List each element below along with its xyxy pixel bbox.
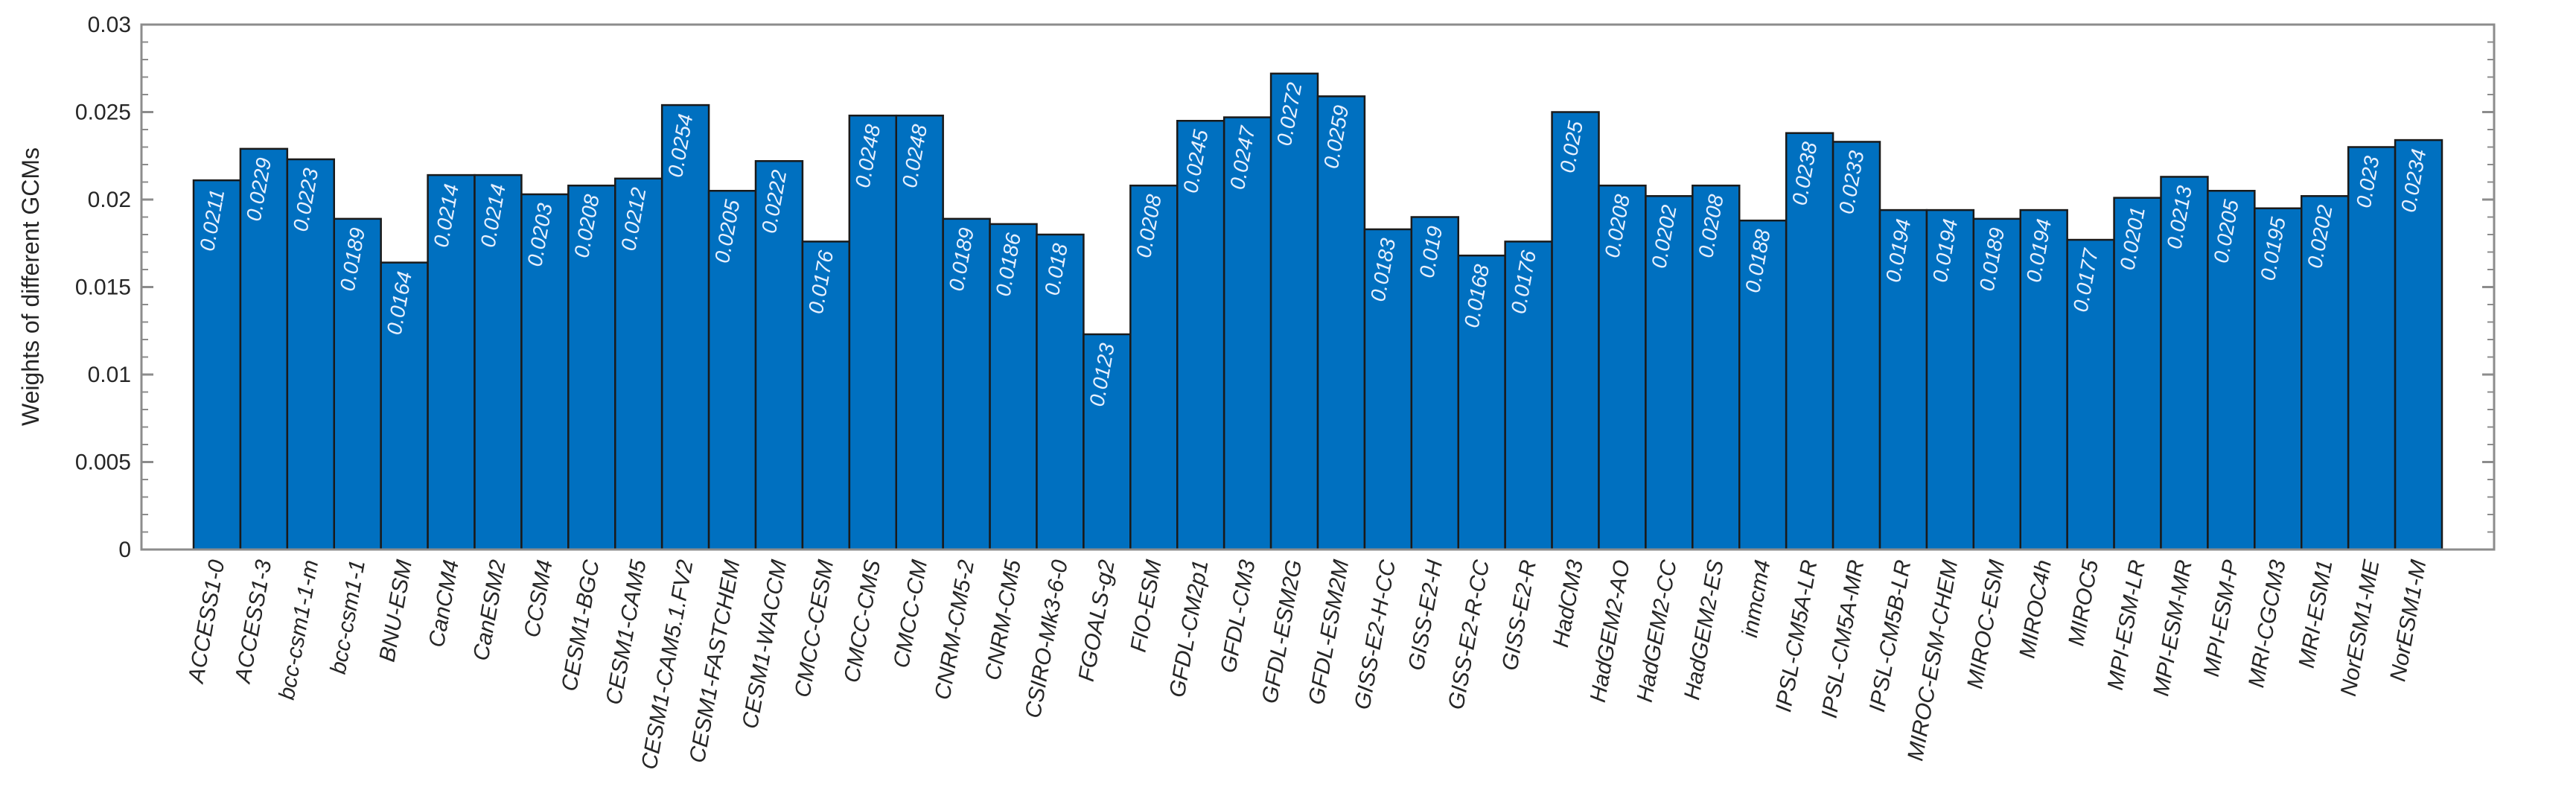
y-tick-label: 0.015 [75, 276, 131, 300]
bar [2160, 176, 2209, 551]
bar [1363, 228, 1413, 551]
bar [239, 147, 289, 551]
bar [754, 160, 804, 551]
bar [1551, 111, 1600, 551]
y-tick-label: 0.005 [75, 450, 131, 475]
bar [614, 177, 663, 551]
bar [1925, 208, 1975, 551]
bar [1222, 116, 1272, 551]
bar [2301, 195, 2350, 551]
bar [1176, 120, 1225, 551]
bar [801, 241, 851, 551]
bars-layer [192, 72, 2443, 551]
bar [1129, 184, 1179, 551]
bar [1598, 184, 1647, 551]
y-axis-label: Weights of different GCMs [17, 147, 44, 426]
y-tick-label: 0.02 [88, 188, 131, 212]
bar [707, 190, 757, 551]
bar [895, 114, 944, 551]
y-tick-label: 0 [118, 538, 131, 562]
y-tick-label: 0.03 [88, 13, 131, 37]
bar [2394, 138, 2443, 551]
bar [2254, 207, 2303, 551]
bar [286, 158, 336, 551]
bar [2347, 146, 2397, 551]
ticks-layer [141, 23, 2494, 551]
bar [2066, 238, 2115, 551]
y-tick-label: 0.01 [88, 363, 131, 387]
bar [1504, 241, 1553, 551]
bar [520, 193, 570, 551]
bar [942, 217, 991, 551]
bar [848, 114, 898, 551]
bar [1269, 72, 1319, 551]
bar [192, 179, 242, 551]
bar [1036, 233, 1085, 551]
bar [567, 184, 616, 551]
bar [989, 223, 1038, 551]
bar [1972, 217, 2021, 551]
bar [1316, 95, 1366, 551]
bar [2207, 190, 2256, 551]
y-tick-label: 0.025 [75, 101, 131, 125]
